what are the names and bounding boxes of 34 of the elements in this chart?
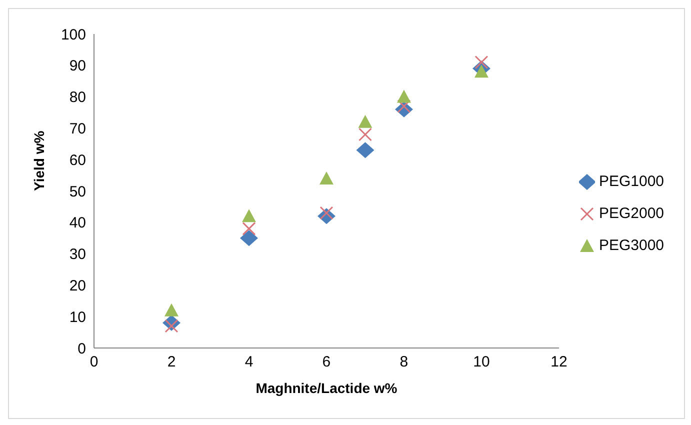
legend-label: PEG3000 [598,237,664,254]
x-tick-label: 0 [90,354,98,371]
point [396,90,411,103]
y-tick-label: 50 [69,183,86,200]
point [356,142,374,158]
x-axis-title: Maghnite/Lactide w% [256,380,398,396]
y-tick-label: 30 [69,246,86,264]
x-tick-label: 6 [322,354,331,371]
point [358,114,372,128]
x-tick-label: 10 [473,354,490,371]
x-tick-label: 8 [400,354,408,371]
point [474,64,488,78]
y-tick-label: 70 [69,120,86,138]
legend-label: PEG2000 [598,205,664,222]
y-tick-label: 80 [69,89,86,106]
point [319,171,334,184]
y-tick-label: 10 [69,308,86,326]
point [164,303,178,316]
y-tick-label: 20 [69,278,86,295]
y-tick-label: 0 [78,340,86,358]
x-tick-label: 2 [167,354,176,371]
y-tick-label: 100 [60,26,86,44]
y-tick-label: 60 [69,152,86,169]
x-tick-label: 12 [550,354,568,371]
y-axis-title: Yield w% [30,130,47,191]
x-tick-label: 4 [244,354,254,371]
point [242,209,256,222]
y-tick-label: 90 [69,58,86,75]
point [474,56,488,70]
point [358,128,372,142]
legend-label: PEG1000 [598,173,664,190]
y-tick-label: 40 [69,214,86,232]
point [242,222,256,236]
point [240,230,258,246]
